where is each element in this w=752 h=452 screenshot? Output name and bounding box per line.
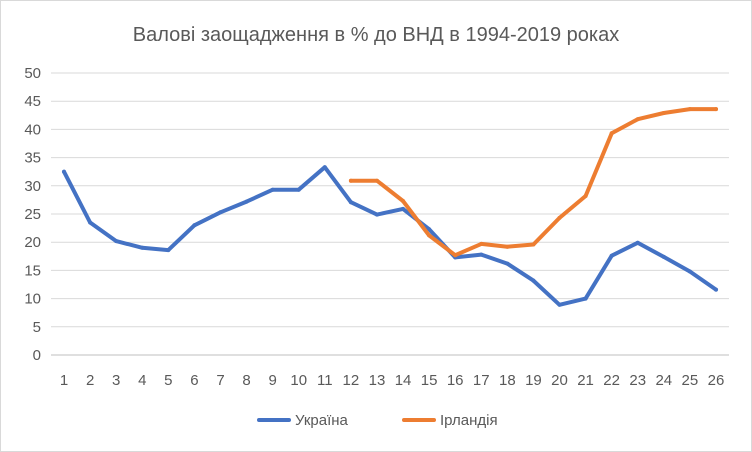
data-point — [114, 239, 119, 244]
data-point — [687, 107, 692, 112]
y-tick-label: 25 — [24, 206, 41, 223]
data-point — [348, 200, 353, 205]
chart-title: Валові заощадження в % до ВНД в 1994-201… — [133, 24, 619, 46]
x-tick-label: 3 — [112, 372, 120, 389]
data-point — [375, 212, 379, 217]
legend-label: Україна — [295, 412, 349, 429]
x-tick-label: 14 — [395, 372, 412, 389]
data-point — [479, 252, 484, 257]
x-tick-label: 10 — [290, 372, 307, 389]
x-tick-label: 18 — [499, 372, 516, 389]
data-point — [505, 261, 510, 266]
data-point — [244, 199, 249, 204]
data-point — [62, 169, 66, 174]
legend-label: Ірландія — [440, 412, 498, 429]
data-point — [635, 240, 640, 245]
data-point — [661, 254, 666, 259]
x-tick-label: 7 — [216, 372, 224, 389]
data-point — [687, 269, 692, 274]
y-tick-label: 0 — [33, 347, 41, 364]
data-point — [609, 131, 614, 136]
x-tick-label: 1 — [60, 372, 68, 389]
series-line-2 — [348, 107, 718, 258]
data-point — [218, 210, 223, 215]
data-point — [505, 244, 510, 249]
data-point — [583, 194, 588, 198]
data-point — [401, 199, 405, 203]
data-point — [453, 253, 458, 258]
data-point — [635, 117, 640, 122]
data-point — [375, 178, 379, 183]
data-point — [348, 178, 353, 183]
x-tick-label: 4 — [138, 372, 146, 389]
data-point — [88, 220, 93, 225]
data-point — [401, 206, 405, 211]
y-tick-label: 40 — [24, 121, 41, 138]
data-point — [296, 187, 301, 192]
x-tick-label: 22 — [603, 372, 620, 389]
y-tick-label: 20 — [24, 234, 41, 251]
data-point — [661, 111, 666, 115]
x-tick-label: 2 — [86, 372, 94, 389]
data-point — [531, 242, 536, 247]
x-axis-ticks: 1 2 3 4 5 6 7 8 9 10 11 12 13 14 15 16 17 18 19 20 21 22 23 24 2… — [60, 372, 724, 389]
y-tick-label: 5 — [33, 319, 41, 336]
data-point — [714, 287, 718, 292]
data-point — [714, 107, 718, 112]
x-tick-label: 23 — [629, 372, 646, 389]
series-lines — [62, 107, 718, 307]
gridlines — [51, 72, 729, 356]
data-point — [166, 248, 171, 253]
y-tick-label: 50 — [24, 65, 41, 82]
data-point — [140, 245, 145, 250]
data-point — [427, 233, 432, 238]
data-point — [270, 187, 275, 192]
data-point — [583, 296, 588, 301]
x-tick-label: 26 — [708, 372, 725, 389]
data-point — [557, 215, 562, 220]
x-tick-label: 6 — [190, 372, 198, 389]
y-axis-ticks: 0 5 10 15 20 25 30 35 40 45 50 — [24, 65, 41, 364]
x-tick-label: 9 — [268, 372, 276, 389]
data-point — [427, 227, 432, 232]
x-tick-label: 8 — [242, 372, 250, 389]
data-point — [557, 302, 562, 307]
data-point — [322, 165, 327, 170]
x-tick-label: 24 — [655, 372, 672, 389]
data-point — [192, 223, 197, 228]
y-tick-label: 10 — [24, 291, 41, 308]
x-tick-label: 16 — [447, 372, 464, 389]
x-tick-label: 15 — [421, 372, 438, 389]
legend: Україна Ірландія — [257, 412, 498, 429]
x-tick-label: 25 — [682, 372, 699, 389]
x-tick-label: 21 — [577, 372, 594, 389]
x-tick-label: 17 — [473, 372, 490, 389]
x-tick-label: 19 — [525, 372, 542, 389]
y-tick-label: 30 — [24, 178, 41, 195]
x-tick-label: 13 — [369, 372, 386, 389]
x-tick-label: 20 — [551, 372, 568, 389]
data-point — [479, 241, 484, 246]
series-line-1 — [62, 165, 718, 307]
y-tick-label: 45 — [24, 93, 41, 110]
y-tick-label: 35 — [24, 150, 41, 167]
y-tick-label: 15 — [24, 262, 41, 279]
x-tick-label: 12 — [343, 372, 360, 389]
data-point — [531, 278, 536, 283]
x-tick-label: 5 — [164, 372, 172, 389]
x-tick-label: 11 — [317, 372, 333, 389]
data-point — [609, 253, 614, 258]
